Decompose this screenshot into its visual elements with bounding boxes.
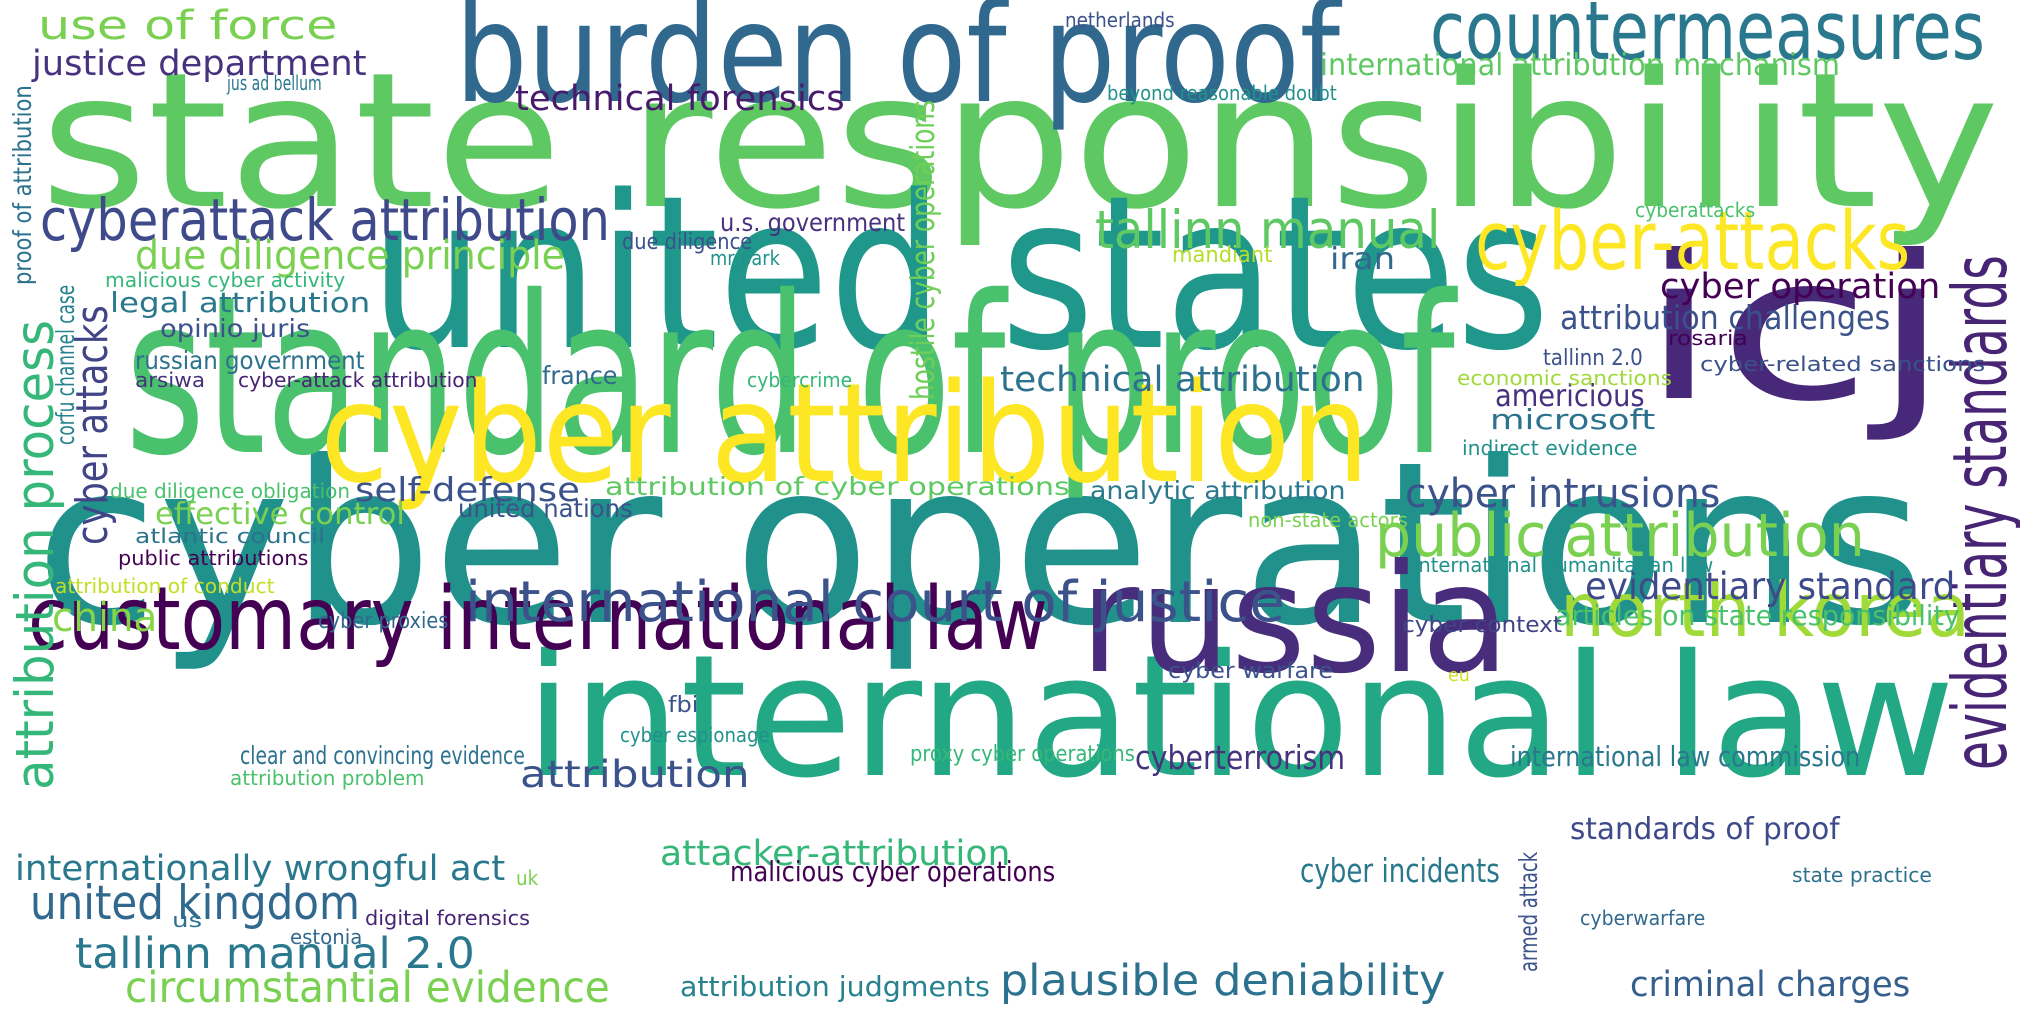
word: cyberattacks (1635, 198, 1756, 222)
word: attribution challenges (1560, 298, 1891, 337)
word: non-state actors (1248, 508, 1408, 532)
word: cyber-related sanctions (1700, 352, 1986, 376)
word: due diligence principle (135, 233, 565, 279)
word: digital forensics (365, 906, 530, 930)
word: united nations (458, 493, 633, 523)
word: cyber attribution (320, 354, 1370, 514)
word: fbi (668, 691, 699, 718)
word: cyber context (1402, 611, 1563, 638)
word: netherlands (1065, 8, 1175, 32)
word: standard of proof (125, 249, 1455, 504)
word: standards of proof (1570, 812, 1840, 847)
word: cyberattack attribution (40, 187, 610, 254)
word: customary international law (28, 568, 1048, 670)
word: self-defense (355, 470, 580, 509)
word: legal attribution (110, 287, 371, 319)
word: circumstantial evidence (125, 963, 610, 1013)
word: malicious cyber operations (730, 856, 1056, 888)
word: technical attribution (1000, 359, 1365, 400)
word: cyber operation (1660, 266, 1941, 307)
word: public attribution (1375, 501, 1865, 571)
word: corfu channel case (50, 284, 80, 445)
word: proof of attribution (7, 85, 37, 286)
word: tallinn manual (1095, 199, 1441, 261)
word: countermeasures (1430, 0, 1985, 79)
word: international law commission (1510, 741, 1861, 773)
word: evidentiary standards (1935, 255, 2020, 771)
word: attacker-attribution (660, 833, 1011, 874)
word: cyber proxies (318, 607, 449, 634)
word: cyber-attack attribution (238, 368, 478, 392)
word: cyberwarfare (1580, 906, 1706, 930)
word: cyber incidents (1300, 851, 1500, 890)
word: estonia (290, 925, 363, 949)
word: arsiwa (135, 368, 206, 392)
word: criminal charges (1630, 964, 1911, 1005)
word: plausible deniability (1000, 956, 1446, 1006)
word: u.s. government (720, 207, 906, 237)
word: analytic attribution (1090, 475, 1346, 505)
word: attribution (520, 752, 750, 796)
word: russian government (135, 345, 365, 375)
word: us (172, 908, 203, 932)
word: malicious cyber activity (105, 268, 346, 292)
word: mr park (710, 246, 780, 270)
word: state responsibility (40, 33, 2000, 251)
word: opinio juris (160, 313, 311, 343)
word: attribution of cyber operations (605, 471, 1070, 501)
word: eu (1448, 666, 1470, 686)
word: microsoft (1490, 404, 1656, 436)
word: russia (1080, 533, 1510, 707)
word: tallinn 2.0 (1543, 344, 1643, 371)
word: tallinn manual 2.0 (75, 929, 475, 979)
word: economic sanctions (1457, 366, 1672, 390)
word: public attributions (118, 546, 309, 570)
word: united states (370, 150, 1550, 398)
word: north korea (1560, 565, 1970, 654)
word: effective control (155, 497, 405, 532)
word: china (52, 595, 158, 641)
word: united kingdom (30, 876, 360, 931)
word: uk (516, 866, 539, 890)
word: evidentiary standard (1585, 564, 1956, 608)
word: cyber-attacks (1475, 195, 1911, 289)
word: clear and convincing evidence (240, 740, 525, 770)
word: iran (1330, 242, 1396, 277)
word: international law (525, 618, 1956, 815)
word: cyber intrusions (1405, 471, 1721, 517)
word: due diligence (622, 228, 753, 255)
word: state practice (1792, 863, 1932, 887)
word: attribution judgments (680, 971, 990, 1003)
word: internationally wrongful act (15, 848, 506, 889)
word: armed attack (1513, 851, 1543, 972)
word: indirect evidence (1462, 436, 1638, 460)
word: cyber warfare (1168, 657, 1333, 684)
word: articles on state responsibility (1555, 600, 1960, 632)
word: hostile cyber operations (903, 100, 942, 400)
word: rosaria (1668, 326, 1748, 350)
word: cyber espionage (620, 723, 770, 747)
word: burden of proof (455, 0, 1340, 134)
word: americious (1495, 379, 1645, 414)
word: proxy cyber operations (910, 740, 1135, 767)
word: international court of justice (465, 569, 1285, 635)
word: attribution problem (230, 766, 425, 790)
word: international humanitarian law (1413, 553, 1714, 577)
word: france (542, 360, 618, 390)
word: mandiant (1172, 241, 1273, 268)
word: icj (1640, 213, 1951, 446)
word: justice department (32, 43, 367, 84)
word: technical forensics (515, 78, 845, 119)
word: cyber operations (35, 413, 1925, 676)
word: attribution of conduct (55, 574, 275, 598)
word: jus ad bellum (227, 71, 322, 95)
word: cybercrime (747, 368, 853, 392)
word: cyberterrorism (1135, 738, 1346, 777)
word: use of force (38, 3, 338, 49)
word: due diligence obligation (110, 479, 351, 503)
word: beyond reasonable doubt (1107, 81, 1337, 105)
word: international attribution mechanism (1320, 48, 1840, 83)
word: atlantic council (135, 524, 326, 548)
